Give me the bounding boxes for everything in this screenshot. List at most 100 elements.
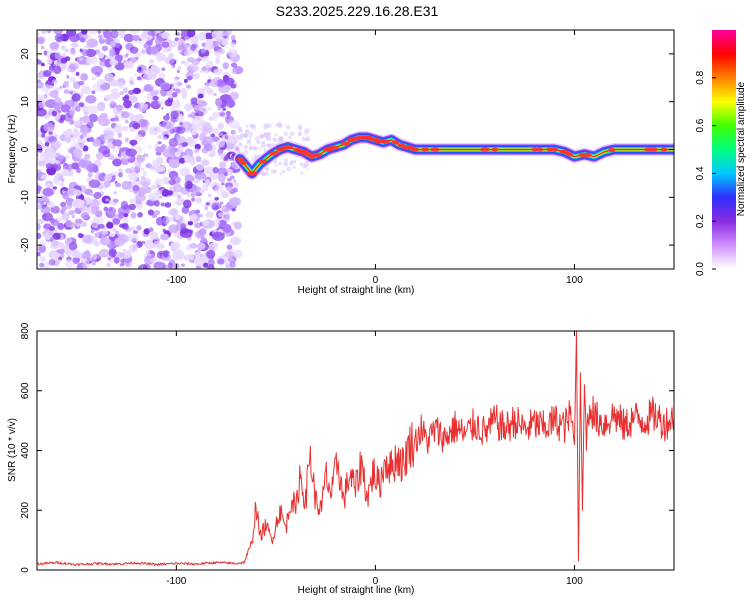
noise-speckle bbox=[155, 156, 164, 165]
noise-speckle bbox=[145, 68, 155, 76]
signal-ridge-blob bbox=[565, 152, 574, 157]
signal-ridge-blob bbox=[391, 140, 400, 145]
noise-speckle bbox=[172, 200, 178, 205]
noise-speckle bbox=[203, 143, 213, 151]
noise-speckle bbox=[204, 32, 214, 40]
noise-speckle bbox=[254, 129, 257, 132]
noise-speckle bbox=[132, 34, 140, 41]
noise-speckle bbox=[228, 119, 240, 129]
noise-speckle bbox=[71, 250, 82, 258]
noise-speckle bbox=[124, 94, 130, 100]
noise-speckle bbox=[177, 147, 184, 153]
noise-speckle bbox=[53, 104, 61, 111]
colorbar: 0.0 0.2 0.4 0.6 0.8 Normalized spectral ampl… bbox=[695, 30, 747, 276]
noise-speckle bbox=[155, 146, 165, 153]
noise-speckle bbox=[168, 224, 179, 234]
noise-speckle bbox=[62, 52, 67, 57]
noise-speckle bbox=[266, 143, 272, 148]
noise-speckle bbox=[37, 82, 41, 86]
noise-speckle bbox=[153, 210, 161, 216]
noise-speckle bbox=[162, 216, 170, 225]
noise-speckle bbox=[65, 84, 69, 88]
noise-speckle bbox=[126, 233, 139, 242]
noise-speckle bbox=[288, 135, 293, 140]
noise-speckle bbox=[212, 116, 217, 122]
noise-speckle bbox=[228, 138, 236, 144]
snr-series-line bbox=[37, 331, 674, 567]
noise-speckle bbox=[37, 196, 50, 206]
noise-speckle bbox=[73, 148, 83, 158]
noise-speckle bbox=[104, 73, 114, 82]
noise-speckle bbox=[163, 114, 170, 121]
noise-speckle bbox=[194, 34, 199, 40]
noise-speckle bbox=[212, 150, 216, 155]
noise-speckle bbox=[149, 89, 159, 97]
colorbar-ticks: 0.0 0.2 0.4 0.6 0.8 bbox=[695, 70, 716, 276]
noise-speckle bbox=[181, 60, 186, 64]
noise-speckle bbox=[97, 115, 107, 123]
noise-speckle bbox=[149, 46, 158, 55]
noise-speckle bbox=[236, 134, 242, 140]
spectrogram-x-ticks: -100 0 100 bbox=[166, 30, 583, 286]
noise-speckle bbox=[199, 189, 205, 194]
noise-speckle bbox=[48, 131, 54, 135]
noise-speckle bbox=[68, 241, 78, 251]
noise-speckle bbox=[231, 68, 237, 74]
noise-speckle bbox=[156, 126, 165, 133]
noise-speckle bbox=[138, 66, 142, 71]
noise-speckle bbox=[82, 145, 89, 152]
noise-speckle bbox=[51, 79, 58, 84]
noise-speckle bbox=[300, 171, 304, 175]
noise-speckle bbox=[152, 240, 161, 249]
noise-speckle bbox=[52, 186, 57, 190]
noise-speckle bbox=[37, 132, 41, 138]
noise-speckle bbox=[65, 219, 72, 228]
signal-ridge-blob bbox=[582, 152, 592, 158]
spectrogram-y-tick-label: -20 bbox=[20, 237, 31, 252]
noise-speckle bbox=[153, 261, 166, 269]
noise-speckle bbox=[226, 168, 234, 174]
noise-speckle bbox=[217, 106, 222, 111]
noise-speckle bbox=[225, 84, 232, 91]
noise-speckle bbox=[58, 118, 64, 124]
noise-speckle bbox=[174, 88, 182, 94]
noise-speckle bbox=[124, 137, 129, 143]
noise-speckle bbox=[40, 206, 51, 214]
noise-speckle bbox=[207, 46, 212, 51]
noise-speckle bbox=[88, 179, 101, 189]
signal-ridge-blob bbox=[479, 147, 490, 152]
noise-speckle bbox=[147, 145, 152, 149]
noise-speckle bbox=[174, 151, 181, 158]
noise-speckle bbox=[134, 133, 143, 142]
noise-speckle bbox=[277, 123, 283, 128]
noise-speckle bbox=[122, 216, 129, 224]
noise-speckle bbox=[299, 162, 303, 166]
noise-speckle bbox=[180, 30, 189, 35]
noise-speckle bbox=[195, 123, 204, 132]
noise-speckle bbox=[199, 158, 211, 167]
noise-speckle bbox=[202, 262, 209, 268]
noise-speckle bbox=[240, 132, 245, 137]
noise-speckle bbox=[305, 136, 311, 142]
noise-speckle bbox=[51, 110, 58, 117]
colorbar-tick-label: 0.0 bbox=[695, 262, 706, 276]
noise-speckle bbox=[112, 198, 119, 203]
noise-speckle bbox=[72, 256, 80, 265]
spectrogram-y-ticks: -20 -10 0 10 20 bbox=[20, 48, 674, 252]
noise-speckle bbox=[107, 67, 114, 72]
noise-speckle bbox=[172, 126, 183, 134]
noise-speckle bbox=[292, 159, 297, 164]
noise-speckle bbox=[60, 63, 68, 70]
noise-speckle bbox=[154, 200, 160, 207]
noise-speckle bbox=[207, 259, 215, 266]
noise-speckle bbox=[189, 242, 198, 249]
noise-speckle bbox=[198, 31, 207, 41]
noise-speckle bbox=[42, 187, 54, 197]
noise-speckle bbox=[43, 91, 51, 99]
signal-ridge-blob bbox=[660, 147, 668, 152]
noise-speckle bbox=[230, 236, 242, 246]
noise-speckle bbox=[223, 224, 232, 233]
signal-ridge-blob bbox=[246, 171, 258, 176]
noise-speckle bbox=[69, 49, 76, 56]
signal-ridge-blob bbox=[421, 147, 429, 152]
